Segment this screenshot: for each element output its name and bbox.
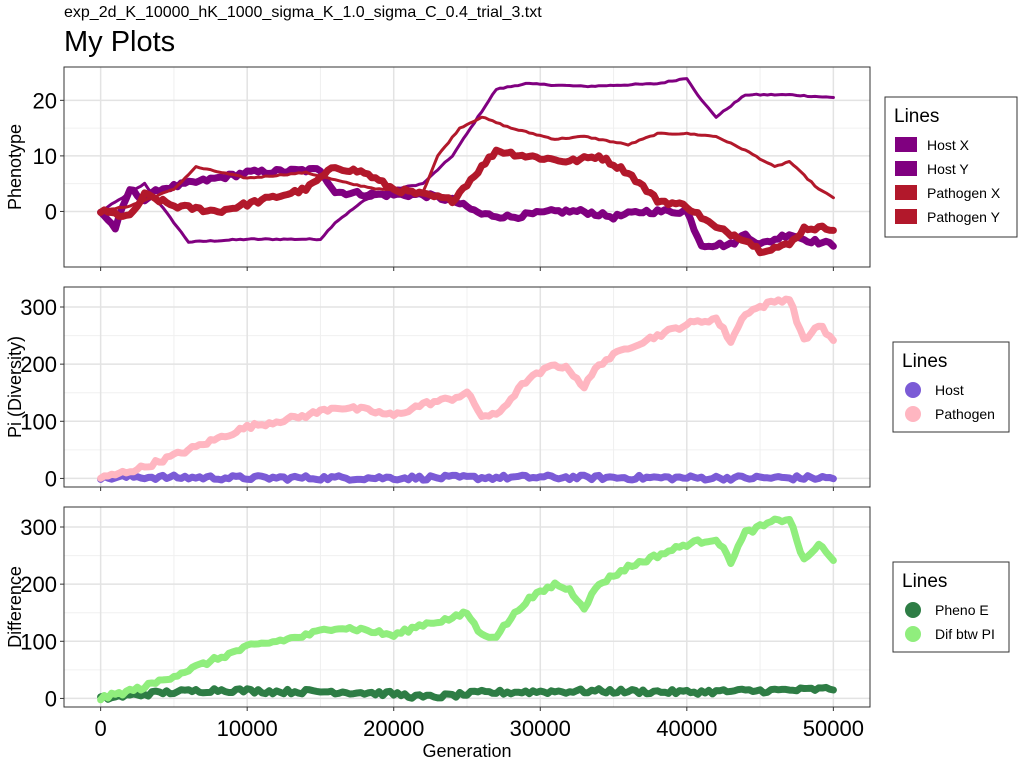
x-tick-label: 40000 (656, 716, 717, 741)
x-tick-label: 10000 (217, 716, 278, 741)
y-tick-label: 0 (45, 199, 57, 224)
series-line-pathogen-x (99, 115, 835, 214)
series-line-host-x (99, 77, 835, 244)
legend-key (905, 382, 921, 398)
legend: Lines Pheno E Dif btw PI (892, 561, 1010, 653)
series-line-pathogen-y (97, 146, 837, 257)
legend-title: Lines (894, 106, 939, 127)
y-tick-label: 300 (20, 515, 57, 540)
legend-key (905, 626, 921, 642)
panel-border (63, 66, 871, 268)
legend-key (895, 209, 917, 224)
panel-border (63, 286, 871, 488)
y-axis-title: Pi (Diversity) (5, 336, 25, 438)
series-group (97, 295, 837, 484)
series-group (97, 515, 837, 704)
y-tick-label: 100 (20, 629, 57, 654)
legend-label: Pathogen Y (927, 209, 1001, 225)
series-line-pheno-e (97, 683, 837, 703)
y-axis-title: Difference (5, 566, 25, 648)
y-tick-label: 0 (45, 466, 57, 491)
legend: Lines Host X Host Y Pathogen X Pathogen Y (884, 96, 1018, 238)
panel-middle: 0 100 200 300 Pi (Diversity) Lines Host Pathoge… (5, 286, 1010, 491)
series-line-host (97, 471, 837, 484)
y-tick-label: 300 (20, 295, 57, 320)
x-tick-label: 20000 (363, 716, 424, 741)
y-tick-label: 200 (20, 572, 57, 597)
x-tick-label: 30000 (510, 716, 571, 741)
legend-label: Pathogen X (927, 185, 1001, 201)
y-tick-label: 100 (20, 409, 57, 434)
plot-subtitle: exp_2d_K_10000_hK_1000_sigma_K_1.0_sigma… (64, 4, 542, 21)
plot-title: My Plots (64, 26, 176, 58)
legend-label: Pheno E (935, 602, 989, 618)
x-axis-title: Generation (422, 741, 511, 761)
y-tick-label: 20 (33, 88, 57, 113)
series-group (97, 77, 837, 257)
legend-title: Lines (902, 571, 947, 592)
y-tick-label: 200 (20, 352, 57, 377)
y-tick-label: 10 (33, 144, 57, 169)
legend-key (895, 161, 917, 176)
legend-label: Host Y (927, 161, 969, 177)
panel-border (63, 506, 871, 708)
panel-top: 0 10 20 Phenotype Lines Host X Host Y Pathogen … (5, 66, 1018, 271)
legend-label: Host X (927, 137, 970, 153)
legend-key (895, 137, 917, 152)
x-tick-label: 50000 (803, 716, 864, 741)
series-line-pathogen (97, 295, 837, 482)
legend-key (905, 602, 921, 618)
x-tick-label: 0 (95, 716, 107, 741)
legend-label: Dif btw PI (935, 626, 995, 642)
y-tick-label: 0 (45, 686, 57, 711)
legend-title: Lines (902, 351, 947, 372)
legend-key (895, 185, 917, 200)
legend-label: Host (935, 382, 964, 398)
series-line-dif-btw-pi (97, 515, 837, 704)
y-axis-title: Phenotype (5, 124, 25, 210)
legend-label: Pathogen (935, 406, 995, 422)
legend: Lines Host Pathogen (892, 341, 1010, 433)
series-line-host-y (97, 165, 837, 251)
legend-key (905, 406, 921, 422)
panel-bottom: 0 100 200 300 0 10000 20000 30000 40000 50000 Diff… (5, 506, 1010, 761)
